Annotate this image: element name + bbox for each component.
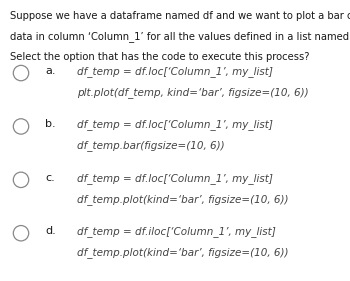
Text: c.: c. xyxy=(46,173,55,183)
Text: a.: a. xyxy=(46,66,56,76)
Text: df_temp = df.loc[‘Column_1’, my_list]: df_temp = df.loc[‘Column_1’, my_list] xyxy=(77,119,273,130)
Text: b.: b. xyxy=(46,119,56,130)
Text: df_temp = df.iloc[‘Column_1’, my_list]: df_temp = df.iloc[‘Column_1’, my_list] xyxy=(77,226,276,237)
Text: df_temp.bar(figsize=(10, 6)): df_temp.bar(figsize=(10, 6)) xyxy=(77,140,225,151)
Text: Select the option that has the code to execute this process?: Select the option that has the code to e… xyxy=(10,52,310,62)
Text: df_temp.plot(kind=‘bar’, figsize=(10, 6)): df_temp.plot(kind=‘bar’, figsize=(10, 6)… xyxy=(77,247,288,258)
Text: d.: d. xyxy=(46,226,56,236)
Text: df_temp = df.loc[‘Column_1’, my_list]: df_temp = df.loc[‘Column_1’, my_list] xyxy=(77,66,273,77)
Text: plt.plot(df_temp, kind=‘bar’, figsize=(10, 6)): plt.plot(df_temp, kind=‘bar’, figsize=(1… xyxy=(77,87,309,98)
Text: data in column ‘Column_1’ for all the values defined in a list named ‘my_list’.: data in column ‘Column_1’ for all the va… xyxy=(10,31,350,42)
Text: Suppose we have a dataframe named df and we want to plot a bar chart with the: Suppose we have a dataframe named df and… xyxy=(10,11,350,21)
Text: df_temp = df.loc[‘Column_1’, my_list]: df_temp = df.loc[‘Column_1’, my_list] xyxy=(77,173,273,184)
Text: df_temp.plot(kind=‘bar’, figsize=(10, 6)): df_temp.plot(kind=‘bar’, figsize=(10, 6)… xyxy=(77,194,288,205)
